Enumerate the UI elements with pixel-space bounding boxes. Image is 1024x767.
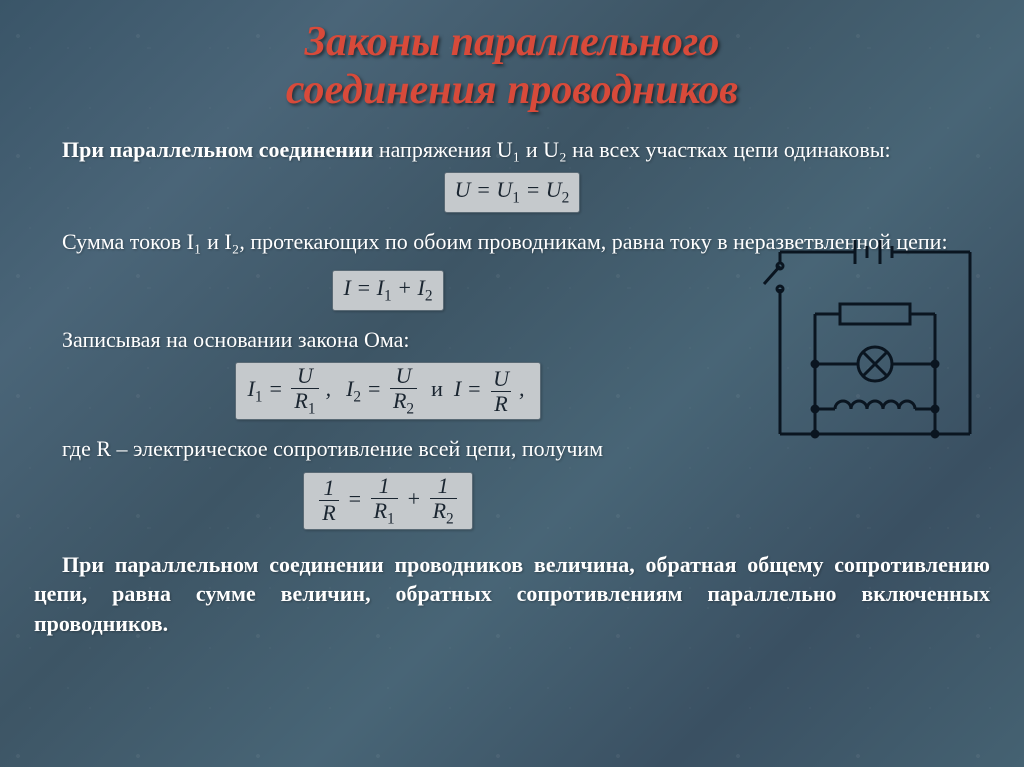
slide-content: Законы параллельного соединения проводни… [0, 0, 1024, 767]
formula-ohm: I1 = UR1, I2 = UR2 и I = UR, [235, 362, 542, 420]
para3-text: Записывая на основании закона Ома: [62, 327, 409, 352]
circuit-diagram [760, 234, 990, 454]
para4-text: где R – электрическое сопротивление всей… [62, 436, 603, 461]
paragraph-5: При параллельном соединении проводников … [34, 550, 990, 639]
slide-title: Законы параллельного соединения проводни… [34, 18, 990, 115]
para1-bold: При параллельном соединении [62, 137, 373, 162]
formula-1-row: U = U1 = U2 [34, 172, 990, 212]
paragraph-1: При параллельном соединении напряжения U… [34, 135, 990, 165]
para5-text: При параллельном соединении проводников … [34, 552, 990, 636]
left-column: I = I1 + I2 Записывая на основании закон… [34, 264, 742, 535]
paragraph-3: Записывая на основании закона Ома: [34, 325, 742, 355]
formula-voltage: U = U1 = U2 [444, 172, 581, 212]
title-line-1: Законы параллельного [34, 18, 990, 66]
formula-resistance: 1R = 1R1 + 1R2 [303, 472, 472, 530]
formula-3-row: I1 = UR1, I2 = UR2 и I = UR, [34, 362, 742, 420]
formula-current: I = I1 + I2 [332, 270, 443, 310]
title-line-2: соединения проводников [34, 66, 990, 114]
paragraph-4: где R – электрическое сопротивление всей… [34, 434, 742, 464]
formula-4-row: 1R = 1R1 + 1R2 [34, 472, 742, 530]
para1-rest: напряжения U₁ и U₂ на всех участках цепи… [373, 137, 890, 162]
formula-2-row: I = I1 + I2 [34, 270, 742, 310]
middle-row: I = I1 + I2 Записывая на основании закон… [34, 264, 990, 535]
